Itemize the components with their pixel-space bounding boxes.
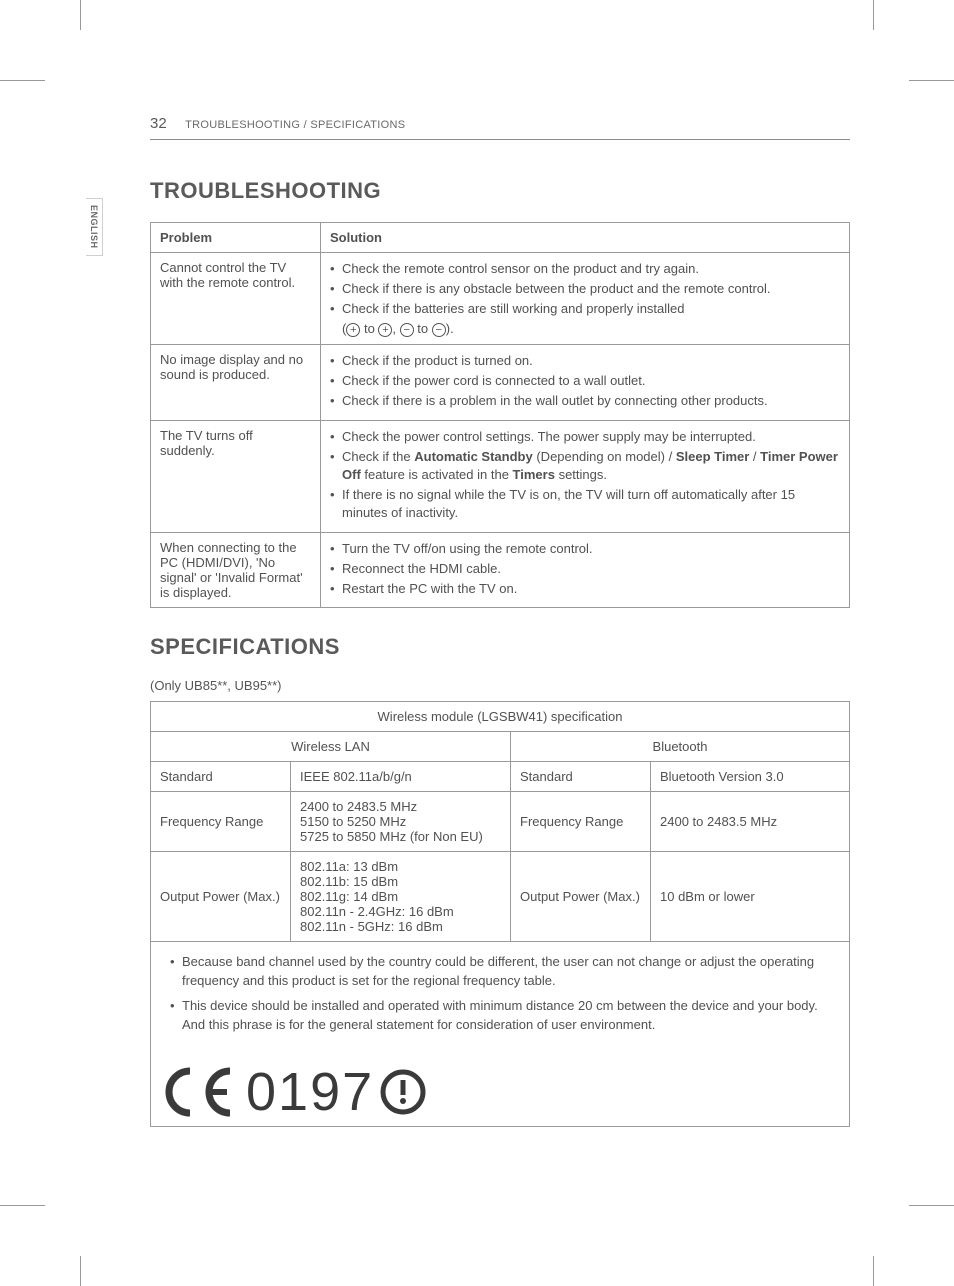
- troubleshooting-heading: TROUBLESHOOTING: [150, 178, 850, 204]
- ce-number: 0197: [246, 1065, 374, 1119]
- problem-cell: The TV turns off suddenly.: [151, 420, 321, 532]
- bt-power-value: 10 dBm or lower: [651, 852, 850, 942]
- alert-icon: [380, 1069, 426, 1115]
- solution-cell: Check the remote control sensor on the p…: [321, 253, 850, 345]
- bt-header: Bluetooth: [511, 732, 850, 762]
- wlan-freq-label: Frequency Range: [151, 792, 291, 852]
- page-content: 32 TROUBLESHOOTING / SPECIFICATIONS TROU…: [150, 115, 850, 1127]
- solution-cell: Check the power control settings. The po…: [321, 420, 850, 532]
- table-row: The TV turns off suddenly. Check the powe…: [151, 420, 850, 532]
- bt-standard-label: Standard: [511, 762, 651, 792]
- solution-item: Check if there is any obstacle between t…: [330, 280, 840, 298]
- problem-cell: No image display and no sound is produce…: [151, 345, 321, 421]
- wlan-freq-value: 2400 to 2483.5 MHz5150 to 5250 MHz5725 t…: [291, 792, 511, 852]
- wlan-header: Wireless LAN: [151, 732, 511, 762]
- solution-item: If there is no signal while the TV is on…: [330, 486, 840, 522]
- troubleshooting-table: Problem Solution Cannot control the TV w…: [150, 222, 850, 608]
- wlan-power-label: Output Power (Max.): [151, 852, 291, 942]
- wlan-power-value: 802.11a: 13 dBm802.11b: 15 dBm802.11g: 1…: [291, 852, 511, 942]
- table-row: Cannot control the TV with the remote co…: [151, 253, 850, 345]
- table-row: No image display and no sound is produce…: [151, 345, 850, 421]
- language-tab: ENGLISH: [86, 198, 103, 256]
- bt-power-label: Output Power (Max.): [511, 852, 651, 942]
- solution-item: Check if there is a problem in the wall …: [330, 392, 840, 410]
- problem-cell: When connecting to the PC (HDMI/DVI), 'N…: [151, 532, 321, 608]
- plus-icon: +: [346, 323, 360, 337]
- table-row: When connecting to the PC (HDMI/DVI), 'N…: [151, 532, 850, 608]
- header-title: TROUBLESHOOTING / SPECIFICATIONS: [185, 119, 405, 131]
- bt-standard-value: Bluetooth Version 3.0: [651, 762, 850, 792]
- spec-table-title: Wireless module (LGSBW41) specification: [151, 702, 850, 732]
- solution-item: Check the power control settings. The po…: [330, 428, 840, 446]
- solution-item: Check if the batteries are still working…: [330, 300, 840, 318]
- battery-orientation-hint: (+ to +, − to −).: [330, 321, 840, 338]
- solution-cell: Check if the product is turned on. Check …: [321, 345, 850, 421]
- page-header: 32 TROUBLESHOOTING / SPECIFICATIONS: [150, 115, 850, 140]
- plus-icon: +: [378, 323, 392, 337]
- solution-item: Reconnect the HDMI cable.: [330, 560, 840, 578]
- ce-icon: [160, 1065, 240, 1119]
- ce-mark-row: 0197: [151, 1058, 850, 1127]
- solution-cell: Turn the TV off/on using the remote cont…: [321, 532, 850, 608]
- solution-item: Check if the Automatic Standby (Dependin…: [330, 448, 840, 484]
- solution-item: Check if the power cord is connected to …: [330, 372, 840, 390]
- problem-cell: Cannot control the TV with the remote co…: [151, 253, 321, 345]
- footnote-item: This device should be installed and oper…: [168, 997, 832, 1035]
- bt-freq-label: Frequency Range: [511, 792, 651, 852]
- solution-item: Check the remote control sensor on the p…: [330, 260, 840, 278]
- col-problem: Problem: [151, 223, 321, 253]
- bt-freq-value: 2400 to 2483.5 MHz: [651, 792, 850, 852]
- page-number: 32: [150, 115, 167, 132]
- solution-item: Restart the PC with the TV on.: [330, 580, 840, 598]
- spec-model-note: (Only UB85**, UB95**): [150, 678, 850, 693]
- spec-footnotes: Because band channel used by the country…: [151, 942, 850, 1058]
- minus-icon: −: [432, 323, 446, 337]
- minus-icon: −: [400, 323, 414, 337]
- col-solution: Solution: [321, 223, 850, 253]
- solution-item: Check if the product is turned on.: [330, 352, 840, 370]
- solution-item: Turn the TV off/on using the remote cont…: [330, 540, 840, 558]
- wlan-standard-value: IEEE 802.11a/b/g/n: [291, 762, 511, 792]
- wlan-standard-label: Standard: [151, 762, 291, 792]
- specifications-table: Wireless module (LGSBW41) specification …: [150, 701, 850, 1126]
- footnote-item: Because band channel used by the country…: [168, 953, 832, 991]
- specifications-heading: SPECIFICATIONS: [150, 634, 850, 660]
